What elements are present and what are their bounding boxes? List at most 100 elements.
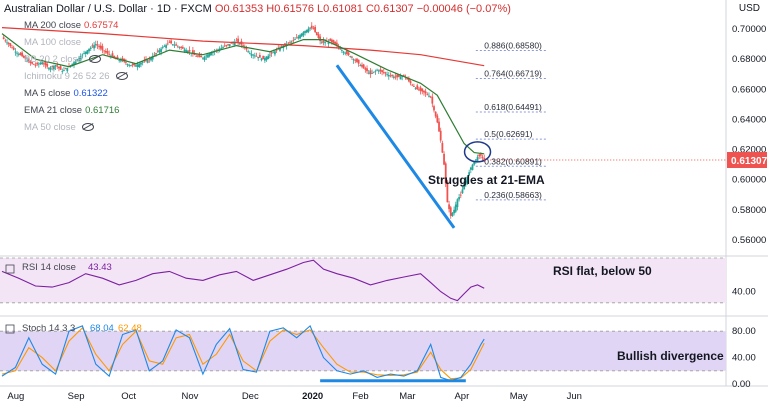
price-tick-label: 0.66000: [732, 84, 766, 95]
candle-body: [299, 35, 301, 39]
fib-level-label: 0.382(0.60891): [484, 156, 542, 166]
candle-body: [287, 42, 290, 44]
candle-body: [292, 40, 295, 41]
currency-label[interactable]: USD: [738, 3, 760, 14]
candle-body: [227, 44, 229, 46]
candle-body: [478, 154, 481, 157]
candle-body: [96, 44, 99, 46]
candle-body: [359, 65, 362, 67]
candle-body: [255, 55, 258, 57]
candle-body: [198, 54, 201, 57]
candle-body: [319, 36, 322, 42]
candle-body: [49, 67, 52, 70]
candle-body: [402, 74, 405, 76]
candle-body: [237, 38, 239, 43]
candle-body: [29, 61, 32, 63]
candle-body: [444, 163, 447, 184]
candle-body: [208, 53, 211, 57]
candle-body: [349, 56, 352, 58]
legend-value: 0.61716: [85, 105, 120, 116]
time-tick-label: Aug: [7, 391, 24, 402]
candle-body: [233, 41, 236, 46]
time-tick-label: Feb: [352, 391, 368, 402]
candle-body: [327, 41, 330, 44]
candle-body: [73, 62, 75, 66]
candle-body: [207, 54, 209, 58]
candle-body: [215, 49, 218, 51]
fib-level-label: 0.764(0.66719): [484, 68, 542, 78]
candle-body: [111, 53, 114, 57]
candle-body: [121, 58, 124, 61]
legend-ichimoku-9-26-52-26[interactable]: Ichimoku 9 26 52 26: [24, 71, 128, 82]
hidden-eye-icon[interactable]: [81, 123, 94, 132]
candle-body: [4, 40, 7, 42]
stoch-d-value: 62.48: [118, 323, 142, 334]
candle-body: [222, 47, 224, 48]
legend-ma-50-close[interactable]: MA 50 close: [24, 122, 94, 133]
candle-body: [362, 64, 365, 69]
candle-body: [434, 111, 437, 117]
candle-body: [342, 51, 345, 53]
candle-body: [269, 54, 271, 56]
price-tick-label: 0.68000: [732, 54, 766, 65]
legend-label: Ichimoku 9 26 52 26: [24, 71, 110, 82]
candle-body: [346, 50, 348, 54]
candle-body: [156, 50, 159, 52]
candle-body: [225, 45, 228, 46]
candle-body: [250, 53, 253, 56]
hidden-eye-icon[interactable]: [115, 72, 128, 81]
candle-body: [101, 46, 104, 51]
candle-body: [451, 212, 454, 217]
symbol-title[interactable]: Australian Dollar / U.S. Dollar · 1D · F…: [4, 3, 212, 15]
candle-body: [27, 58, 30, 63]
candle-body: [64, 68, 67, 70]
candle-body: [160, 48, 162, 53]
legend-bb-20-2-close[interactable]: BB 20 2 close: [24, 54, 101, 65]
candle-body: [119, 60, 122, 62]
legend-ema-21-close[interactable]: EMA 21 close 0.61716: [24, 105, 119, 116]
candle-body: [307, 28, 310, 32]
candle-body: [406, 77, 409, 80]
chart-header: Australian Dollar / U.S. Dollar · 1D · F…: [4, 3, 511, 15]
candle-body: [148, 58, 151, 60]
candle-body: [401, 76, 404, 77]
candle-body: [441, 143, 444, 153]
candle-body: [84, 51, 87, 54]
candle-body: [372, 71, 375, 73]
candle-body: [126, 64, 129, 66]
candle-body: [382, 71, 385, 73]
candle-body: [297, 36, 300, 39]
stoch-tick-label: 40.00: [732, 353, 756, 364]
candle-body: [344, 52, 347, 54]
candle-body: [448, 204, 450, 210]
candle-body: [289, 42, 291, 44]
candle-body: [200, 55, 203, 58]
candle-body: [6, 42, 8, 44]
stoch-annotation: Bullish divergence: [617, 349, 724, 363]
legend-label: MA 200 close: [24, 20, 82, 31]
legend-ma-200-close[interactable]: MA 200 close 0.67574: [24, 20, 118, 31]
candle-body: [381, 70, 383, 72]
legend-ma-5-close[interactable]: MA 5 close 0.61322: [24, 88, 108, 99]
candle-body: [203, 56, 206, 61]
candle-body: [181, 47, 184, 49]
hidden-eye-icon[interactable]: [88, 55, 101, 64]
candle-body: [54, 65, 57, 67]
candle-body: [193, 53, 196, 56]
candle-body: [247, 51, 250, 53]
candle-body: [98, 46, 101, 48]
candle-body: [357, 59, 360, 64]
candle-body: [205, 55, 208, 57]
legend-ma-100-close[interactable]: MA 100 close: [24, 37, 81, 48]
candle-body: [78, 57, 80, 62]
candle-body: [138, 63, 141, 67]
legend-label: MA 5 close: [24, 88, 71, 99]
candle-body: [351, 56, 353, 58]
candle-body: [461, 189, 464, 194]
candle-body: [322, 40, 325, 43]
candle-body: [464, 180, 467, 185]
candle-body: [125, 62, 127, 64]
candle-body: [312, 28, 315, 30]
candle-body: [352, 59, 355, 61]
